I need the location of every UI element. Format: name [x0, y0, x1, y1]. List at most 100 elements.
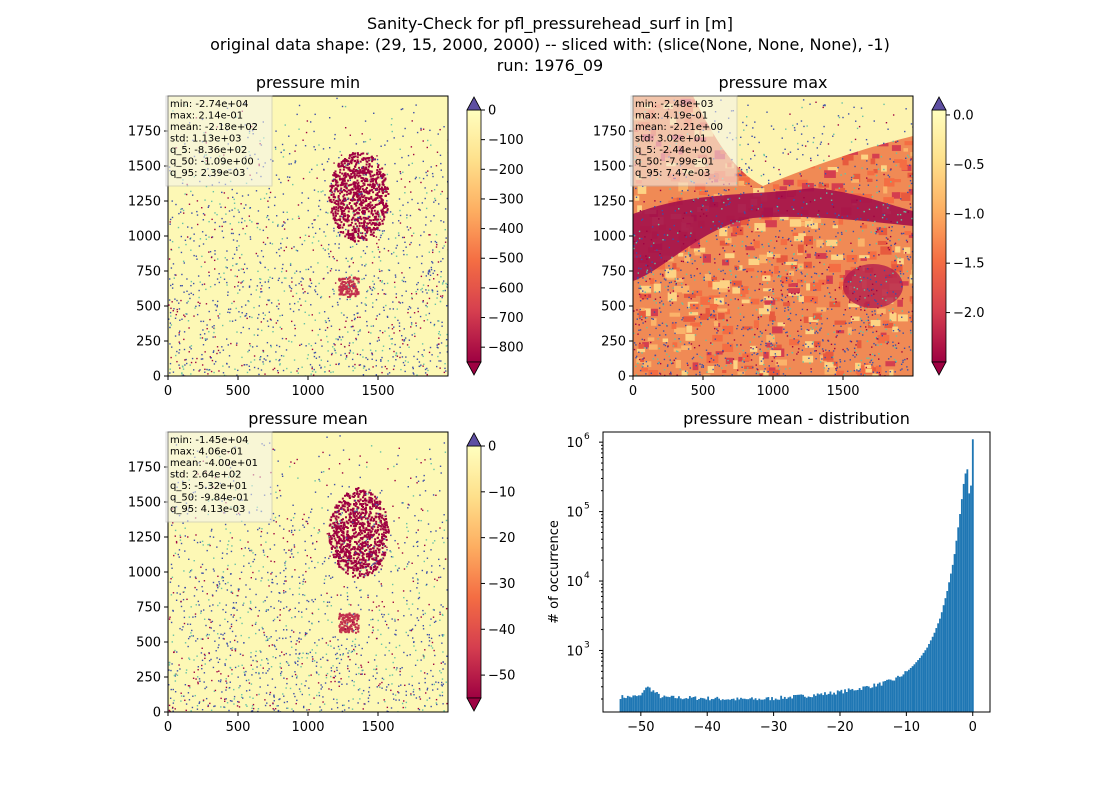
histogram-bar — [940, 612, 943, 712]
stats-line: q_50: -9.84e-01 — [170, 493, 249, 504]
histogram-bar — [646, 686, 649, 712]
y-tick-label: 10 — [566, 644, 583, 659]
colorbar-tick-label: −100 — [488, 133, 524, 148]
histogram-bar — [860, 689, 863, 712]
histogram-bar — [813, 694, 815, 712]
histogram-bar — [904, 671, 907, 712]
x-tick-label: −50 — [627, 720, 654, 735]
histogram-bar — [727, 699, 730, 712]
histogram-bar — [948, 582, 951, 712]
histogram-bar — [751, 697, 753, 712]
histogram-bar — [820, 693, 823, 712]
histogram-bar — [771, 697, 773, 712]
histogram-bar — [957, 527, 960, 712]
stats-line: q_95: 2.39e-03 — [170, 168, 245, 179]
x-tick-label: 1500 — [826, 384, 859, 399]
histogram-bar — [908, 669, 910, 712]
histogram-bar — [951, 564, 954, 712]
x-tick-label: 500 — [226, 384, 251, 399]
histogram-bar — [699, 697, 702, 712]
figure-title-line-1: Sanity-Check for pfl_pressurehead_surf i… — [367, 14, 733, 33]
histogram-bar — [656, 692, 658, 712]
histogram-bar — [950, 573, 952, 712]
y-tick-exponent: 6 — [584, 432, 590, 442]
histogram-bar — [833, 692, 836, 712]
histogram-bar — [853, 690, 856, 712]
histogram-bar — [793, 695, 795, 712]
colorbar-tick-label: 0 — [488, 440, 496, 455]
histogram-bar — [718, 698, 720, 712]
figure-title-line-3: run: 1976_09 — [496, 56, 604, 75]
histogram-bar — [630, 697, 633, 712]
y-tick-label: 0 — [153, 706, 161, 721]
histogram-bar — [844, 689, 846, 712]
y-tick-label: 10 — [566, 506, 583, 521]
histogram-bar — [776, 699, 779, 712]
histogram-bar — [621, 695, 624, 712]
stats-line: mean: -4.00e+01 — [170, 458, 258, 469]
histogram-bar — [875, 686, 877, 712]
histogram-bar — [772, 700, 775, 712]
panel-title: pressure max — [718, 73, 827, 92]
histogram-bar — [922, 652, 925, 712]
colorbar-tick-label: −1.0 — [953, 207, 985, 222]
histogram-bar — [858, 688, 861, 712]
stats-line: mean: -2.18e+02 — [170, 122, 258, 133]
histogram-bar — [842, 693, 845, 712]
histogram-bar — [796, 694, 799, 712]
histogram-bar — [745, 699, 748, 712]
colorbar-extend-bottom — [466, 697, 482, 712]
histogram-bar — [661, 697, 664, 712]
histogram-bar — [915, 662, 918, 712]
histogram-bar — [723, 699, 726, 712]
x-tick-label: −30 — [760, 720, 787, 735]
histogram-bar — [719, 700, 722, 712]
stats-line: min: -2.74e+04 — [170, 99, 249, 110]
histogram-bar — [774, 698, 777, 712]
stats-line: q_95: 4.13e-03 — [170, 504, 245, 515]
histogram-bar — [645, 687, 647, 712]
histogram-bar — [935, 628, 938, 712]
histogram-bar — [665, 696, 668, 712]
x-tick-label: −40 — [693, 720, 720, 735]
y-tick-label: 10 — [566, 575, 583, 590]
histogram-bar — [898, 676, 901, 712]
x-tick-label: 0 — [969, 720, 977, 735]
histogram-bar — [760, 699, 762, 712]
histogram-bar — [876, 683, 879, 712]
histogram-bar — [636, 696, 638, 712]
colorbar: 0 −100 −200 −300 −400 −500 −600 −700 −800 — [466, 96, 524, 376]
histogram-bar — [794, 694, 797, 712]
x-tick-label: 0 — [629, 384, 637, 399]
histogram-bar — [829, 691, 832, 712]
stats-line: q_5: -2.44e+00 — [635, 145, 712, 156]
histogram-bar — [641, 692, 644, 712]
histogram-bar — [657, 693, 660, 712]
stats-line: std: 1.13e+03 — [170, 134, 242, 145]
colorbar-tick-label: −700 — [488, 311, 524, 326]
histogram-title: pressure mean - distribution — [683, 409, 910, 428]
stats-line: min: -2.48e+03 — [635, 99, 714, 110]
histogram-bar — [937, 623, 940, 712]
histogram-bar — [802, 694, 804, 712]
colorbar-tick-label: −40 — [488, 623, 515, 638]
panel-title: pressure mean — [248, 409, 368, 428]
stats-line: std: 3.02e+01 — [635, 134, 707, 145]
histogram-bar — [712, 699, 715, 712]
y-axis-label: # of occurrence — [547, 520, 562, 624]
stats-line: q_5: -5.32e+01 — [170, 481, 247, 492]
stats-box-frame — [165, 431, 273, 523]
histogram-bar — [765, 697, 768, 712]
histogram-bar — [917, 660, 919, 712]
histogram-bar — [778, 699, 781, 712]
histogram-bar — [928, 643, 930, 712]
colorbar-tick-label: −600 — [488, 281, 524, 296]
histogram-bar — [654, 692, 657, 712]
x-tick-label: 1000 — [756, 384, 789, 399]
colorbar-tick-label: −20 — [488, 531, 515, 546]
stats-line: std: 2.64e+02 — [170, 470, 242, 481]
histogram-bar — [767, 697, 770, 712]
histogram-bar — [845, 692, 848, 712]
